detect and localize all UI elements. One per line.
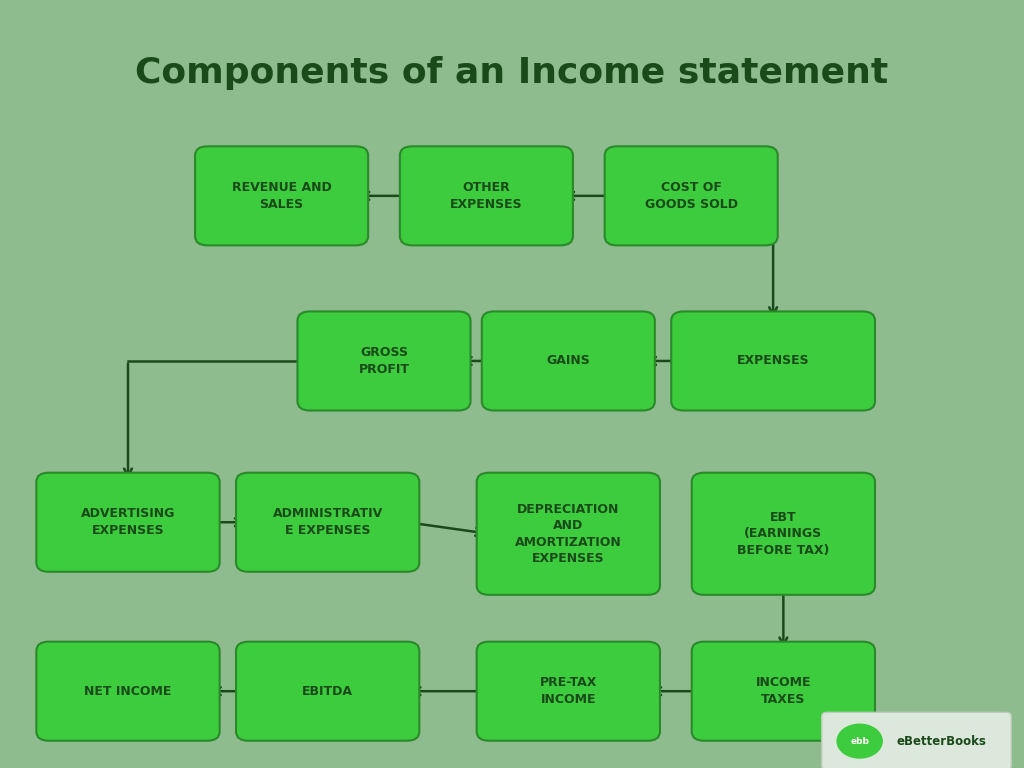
FancyBboxPatch shape bbox=[195, 146, 369, 246]
Text: ADMINISTRATIV
E EXPENSES: ADMINISTRATIV E EXPENSES bbox=[272, 508, 383, 537]
FancyBboxPatch shape bbox=[604, 146, 778, 246]
Text: GROSS
PROFIT: GROSS PROFIT bbox=[358, 346, 410, 376]
FancyBboxPatch shape bbox=[482, 312, 655, 410]
FancyBboxPatch shape bbox=[297, 312, 470, 410]
Text: ebb: ebb bbox=[850, 737, 869, 746]
Text: EXPENSES: EXPENSES bbox=[737, 355, 809, 367]
FancyBboxPatch shape bbox=[37, 642, 219, 740]
Text: REVENUE AND
SALES: REVENUE AND SALES bbox=[231, 181, 332, 210]
FancyBboxPatch shape bbox=[821, 713, 1012, 768]
Text: EBT
(EARNINGS
BEFORE TAX): EBT (EARNINGS BEFORE TAX) bbox=[737, 511, 829, 557]
Text: EBITDA: EBITDA bbox=[302, 685, 353, 697]
Text: COST OF
GOODS SOLD: COST OF GOODS SOLD bbox=[645, 181, 737, 210]
FancyBboxPatch shape bbox=[672, 312, 874, 410]
FancyBboxPatch shape bbox=[477, 642, 660, 740]
FancyBboxPatch shape bbox=[236, 473, 420, 571]
FancyBboxPatch shape bbox=[692, 642, 874, 740]
FancyBboxPatch shape bbox=[37, 473, 219, 571]
FancyBboxPatch shape bbox=[692, 473, 874, 595]
Text: OTHER
EXPENSES: OTHER EXPENSES bbox=[451, 181, 522, 210]
Text: eBetterBooks: eBetterBooks bbox=[897, 735, 986, 747]
FancyBboxPatch shape bbox=[236, 642, 420, 740]
Text: PRE-TAX
INCOME: PRE-TAX INCOME bbox=[540, 677, 597, 706]
FancyBboxPatch shape bbox=[477, 473, 660, 595]
FancyBboxPatch shape bbox=[399, 146, 572, 246]
Text: Components of an Income statement: Components of an Income statement bbox=[135, 56, 889, 90]
Text: NET INCOME: NET INCOME bbox=[84, 685, 172, 697]
Text: INCOME
TAXES: INCOME TAXES bbox=[756, 677, 811, 706]
Text: DEPRECIATION
AND
AMORTIZATION
EXPENSES: DEPRECIATION AND AMORTIZATION EXPENSES bbox=[515, 502, 622, 565]
Text: ADVERTISING
EXPENSES: ADVERTISING EXPENSES bbox=[81, 508, 175, 537]
Text: GAINS: GAINS bbox=[547, 355, 590, 367]
Circle shape bbox=[837, 724, 883, 758]
